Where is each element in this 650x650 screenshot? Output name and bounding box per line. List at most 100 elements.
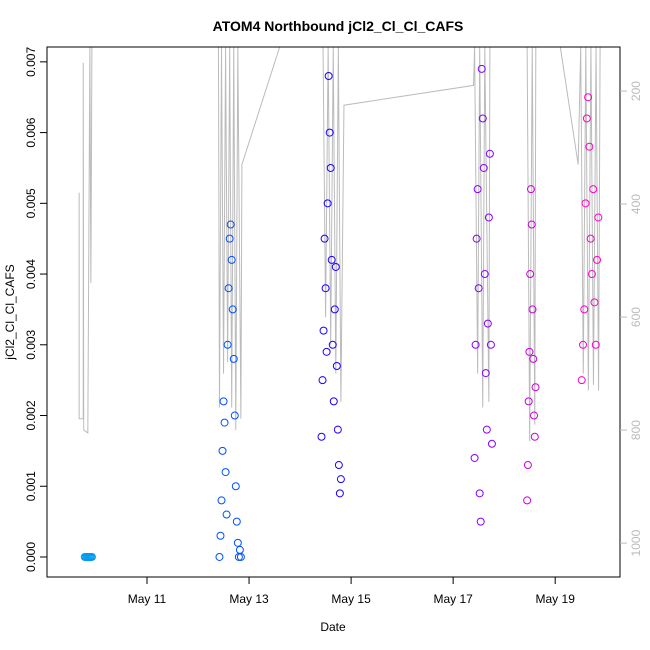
point xyxy=(236,552,245,561)
point xyxy=(321,284,330,293)
point xyxy=(222,510,231,519)
point xyxy=(486,340,495,349)
y-tick-label: 0.005 xyxy=(24,188,38,218)
point xyxy=(320,234,329,243)
point xyxy=(528,305,537,314)
point xyxy=(584,93,593,102)
point xyxy=(482,425,491,434)
point xyxy=(476,517,485,526)
point xyxy=(591,340,600,349)
point xyxy=(484,213,493,222)
y2-tick-label: 200 xyxy=(629,81,643,101)
point xyxy=(530,432,539,441)
point xyxy=(581,199,590,208)
point xyxy=(471,340,480,349)
point xyxy=(480,270,489,279)
point xyxy=(525,347,534,356)
point xyxy=(317,432,326,441)
point xyxy=(87,552,96,561)
point xyxy=(223,340,232,349)
point xyxy=(217,496,226,505)
point xyxy=(485,149,494,158)
point xyxy=(231,482,240,491)
y-tick-label: 0.003 xyxy=(24,329,38,359)
y-tick-label: 0.004 xyxy=(24,259,38,289)
point xyxy=(224,284,233,293)
point xyxy=(230,411,239,420)
x-tick-label: May 17 xyxy=(433,592,473,606)
y-tick-label: 0.007 xyxy=(24,47,38,77)
point xyxy=(319,326,328,335)
x-tick-label: May 19 xyxy=(536,592,576,606)
point xyxy=(232,517,241,526)
point xyxy=(526,185,535,194)
point xyxy=(593,255,602,264)
y2-tick-label: 600 xyxy=(629,307,643,327)
point xyxy=(483,319,492,328)
point xyxy=(524,397,533,406)
point xyxy=(580,305,589,314)
x-tick-label: May 11 xyxy=(128,592,167,606)
point xyxy=(323,199,332,208)
x-tick-label: May 15 xyxy=(331,592,371,606)
y2-tick-label: 400 xyxy=(629,194,643,214)
x-axis-label: Date xyxy=(320,620,346,634)
point xyxy=(325,128,334,137)
point xyxy=(475,489,484,498)
altitude-line xyxy=(78,47,601,442)
point xyxy=(221,468,230,477)
point xyxy=(527,220,536,229)
point xyxy=(585,142,594,151)
plot-area xyxy=(78,47,603,561)
point xyxy=(478,114,487,123)
point xyxy=(579,340,588,349)
point xyxy=(523,461,532,470)
point xyxy=(336,475,345,484)
y2-tick-label: 800 xyxy=(629,420,643,440)
point xyxy=(335,489,344,498)
x-tick-label: May 13 xyxy=(229,592,269,606)
point xyxy=(589,185,598,194)
point xyxy=(586,234,595,243)
point xyxy=(487,439,496,448)
chart-title: ATOM4 Northbound jCl2_Cl_Cl_CAFS xyxy=(213,18,464,34)
point xyxy=(318,376,327,385)
point xyxy=(332,362,341,371)
point xyxy=(330,305,339,314)
point xyxy=(334,461,343,470)
point xyxy=(594,213,603,222)
y-tick-label: 0.006 xyxy=(24,117,38,147)
point xyxy=(235,545,244,554)
point xyxy=(577,376,586,385)
point xyxy=(219,397,228,406)
point xyxy=(530,411,539,420)
point xyxy=(226,220,235,229)
point xyxy=(582,114,591,123)
point xyxy=(590,298,599,307)
point xyxy=(470,453,479,462)
y-tick-label: 0.001 xyxy=(24,471,38,501)
point xyxy=(233,538,242,547)
point xyxy=(228,305,237,314)
point xyxy=(481,369,490,378)
y-axis-label: jCl2_Cl_Cl_CAFS xyxy=(3,264,17,360)
point xyxy=(523,496,532,505)
point xyxy=(327,255,336,264)
point xyxy=(472,234,481,243)
y2-tick-label: 1000 xyxy=(629,529,643,556)
point xyxy=(473,185,482,194)
point xyxy=(331,262,340,271)
point xyxy=(531,383,540,392)
point xyxy=(474,284,483,293)
point xyxy=(328,340,337,349)
point xyxy=(587,270,596,279)
point xyxy=(526,270,535,279)
plot-frame xyxy=(46,46,621,578)
point xyxy=(329,397,338,406)
point xyxy=(218,446,227,455)
point xyxy=(229,354,238,363)
y-tick-label: 0.000 xyxy=(24,542,38,572)
point xyxy=(326,163,335,172)
point xyxy=(324,72,333,81)
